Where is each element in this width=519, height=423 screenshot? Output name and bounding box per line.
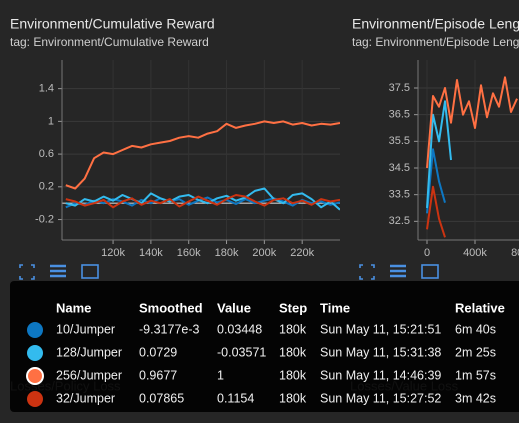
tooltip: Name Smoothed Value Step Time Relative 10/Jump… (10, 281, 519, 412)
plot-area (418, 60, 519, 240)
cell: 3m 42s (455, 391, 496, 405)
cell: -0.03571 (217, 345, 266, 359)
chart-toolbar (19, 264, 439, 280)
cell: 180k (279, 391, 307, 405)
y-tick-label: 34.5 (389, 162, 410, 174)
column-header: Smoothed (139, 300, 203, 315)
y-tick-label: 37.5 (389, 82, 410, 94)
y-tick-label: 1 (48, 115, 54, 127)
series-line (426, 100, 452, 209)
x-tick-label: 180k (215, 247, 239, 259)
fullscreen-button[interactable] (19, 264, 35, 280)
cell: 6m 40s (455, 322, 496, 336)
series-line (426, 185, 446, 238)
y-tick-label: -0.2 (35, 213, 54, 225)
chart-subtitle: tag: Environment/Cumulative Reward (10, 35, 209, 49)
y-tick-label: 0.2 (39, 181, 54, 193)
x-tick-label: 800k (511, 247, 519, 259)
y-tick-label: 1.4 (39, 83, 54, 95)
cell: 10/Jumper (56, 322, 115, 336)
chart-subtitle: tag: Environment/Episode Lengt (352, 35, 519, 49)
cell: Sun May 11, 15:21:51 (320, 322, 441, 336)
column-header: Step (279, 300, 307, 315)
cell: Sun May 11, 15:31:38 (320, 345, 441, 359)
cell: 180k (279, 345, 307, 359)
series-swatch (27, 391, 43, 407)
cell: 180k (279, 322, 307, 336)
data-button[interactable] (50, 264, 66, 278)
x-tick-label: 400k (463, 247, 487, 259)
cell: 256/Jumper (56, 368, 122, 382)
data-button[interactable] (390, 264, 406, 278)
cell: 1m 57s (455, 368, 496, 382)
x-tick-label: 140k (139, 247, 163, 259)
y-tick-label: 35.5 (389, 135, 410, 147)
series-line (426, 148, 446, 214)
cell: 32/Jumper (56, 391, 115, 405)
x-tick-label: 120k (101, 247, 125, 259)
cell: 0.0729 (139, 345, 177, 359)
column-header: Value (217, 300, 251, 315)
chart: Environment/Cumulative Reward tag: Envir… (10, 16, 340, 259)
cell: 180k (279, 368, 307, 382)
cell: 128/Jumper (56, 345, 122, 359)
cell: 2m 25s (455, 345, 496, 359)
cell: -9.3177e-3 (139, 322, 200, 336)
series-swatch (26, 367, 44, 385)
chart-title: Environment/Episode Leng (352, 16, 519, 32)
cell: 0.1154 (217, 391, 254, 405)
x-tick-label: 160k (177, 247, 201, 259)
plot-area (62, 60, 340, 240)
y-tick-label: 32.5 (389, 215, 410, 227)
cell: 1 (217, 368, 224, 382)
cell: 0.9677 (139, 368, 177, 382)
series-line (65, 194, 340, 209)
y-tick-label: 36.5 (389, 109, 410, 121)
cell: 0.03448 (217, 322, 262, 336)
y-tick-label: 33.5 (389, 189, 410, 201)
fullscreen-button[interactable] (359, 264, 375, 280)
series-line (426, 76, 518, 169)
y-tick-label: 0.6 (39, 148, 54, 160)
fit-button[interactable] (421, 264, 439, 279)
series-swatch (27, 345, 43, 361)
chart-title: Environment/Cumulative Reward (10, 16, 215, 32)
x-tick-label: 220k (290, 247, 314, 259)
cell: 0.07865 (139, 391, 184, 405)
tooltip-background (10, 281, 519, 412)
chart: Environment/Episode Leng tag: Environmen… (352, 16, 519, 259)
series-line (65, 120, 340, 190)
column-header: Time (320, 300, 350, 315)
column-header: Relative (455, 300, 505, 315)
x-tick-label: 200k (252, 247, 276, 259)
series-line (65, 187, 340, 211)
column-header: Name (56, 300, 91, 315)
x-tick-label: 0 (424, 247, 430, 259)
series-swatch (27, 322, 43, 338)
cell: Sun May 11, 15:27:52 (320, 391, 441, 405)
cell: Sun May 11, 14:46:39 (320, 368, 441, 382)
fit-button[interactable] (81, 264, 99, 279)
